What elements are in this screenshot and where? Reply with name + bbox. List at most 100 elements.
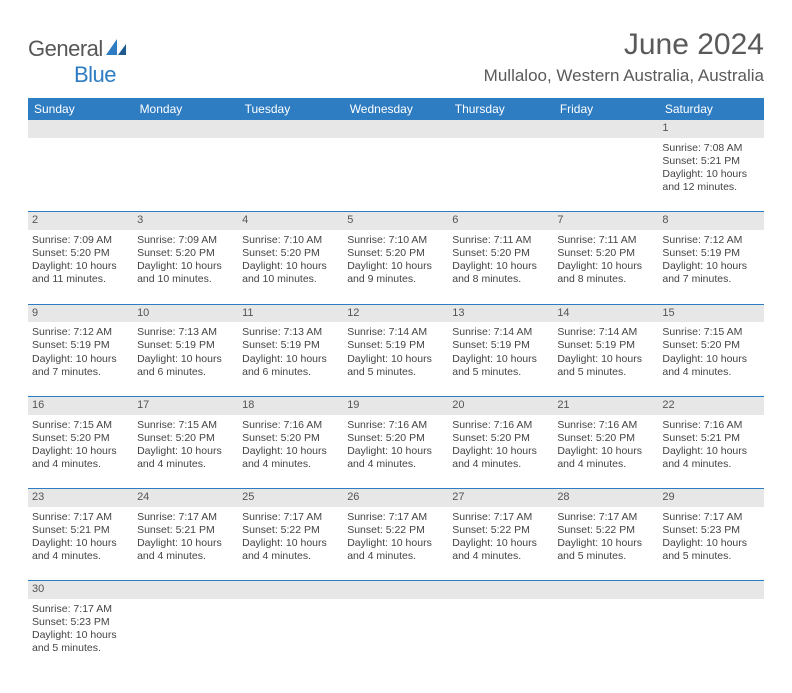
day-cell bbox=[28, 138, 133, 212]
day-content: Sunrise: 7:13 AMSunset: 5:19 PMDaylight:… bbox=[137, 324, 234, 379]
daynum-cell bbox=[28, 120, 133, 138]
week-row: Sunrise: 7:15 AMSunset: 5:20 PMDaylight:… bbox=[28, 415, 764, 489]
daylight-text: Daylight: 10 hours and 4 minutes. bbox=[557, 445, 654, 471]
daylight-text: Daylight: 10 hours and 4 minutes. bbox=[347, 537, 444, 563]
day-number bbox=[238, 120, 343, 138]
daynum-cell: 14 bbox=[553, 304, 658, 322]
sunrise-text: Sunrise: 7:16 AM bbox=[452, 419, 549, 432]
day-number: 5 bbox=[343, 212, 448, 230]
weekday-header: Friday bbox=[553, 98, 658, 120]
sunset-text: Sunset: 5:22 PM bbox=[347, 524, 444, 537]
daynum-cell: 7 bbox=[553, 212, 658, 230]
day-number: 24 bbox=[133, 489, 238, 507]
day-cell: Sunrise: 7:12 AMSunset: 5:19 PMDaylight:… bbox=[658, 230, 763, 304]
sunrise-text: Sunrise: 7:08 AM bbox=[662, 142, 759, 155]
daylight-text: Daylight: 10 hours and 9 minutes. bbox=[347, 260, 444, 286]
sunrise-text: Sunrise: 7:10 AM bbox=[347, 234, 444, 247]
sunset-text: Sunset: 5:20 PM bbox=[137, 247, 234, 260]
day-cell: Sunrise: 7:14 AMSunset: 5:19 PMDaylight:… bbox=[343, 322, 448, 396]
daynum-cell: 30 bbox=[28, 581, 133, 599]
day-content: Sunrise: 7:10 AMSunset: 5:20 PMDaylight:… bbox=[242, 232, 339, 287]
daynum-cell: 6 bbox=[448, 212, 553, 230]
daylight-text: Daylight: 10 hours and 5 minutes. bbox=[347, 353, 444, 379]
daylight-text: Daylight: 10 hours and 4 minutes. bbox=[452, 445, 549, 471]
daynum-cell: 10 bbox=[133, 304, 238, 322]
daylight-text: Daylight: 10 hours and 4 minutes. bbox=[242, 445, 339, 471]
day-cell: Sunrise: 7:13 AMSunset: 5:19 PMDaylight:… bbox=[133, 322, 238, 396]
daynum-cell bbox=[343, 120, 448, 138]
daynum-cell bbox=[133, 120, 238, 138]
day-cell: Sunrise: 7:10 AMSunset: 5:20 PMDaylight:… bbox=[343, 230, 448, 304]
day-number: 27 bbox=[448, 489, 553, 507]
day-content: Sunrise: 7:17 AMSunset: 5:22 PMDaylight:… bbox=[242, 509, 339, 564]
daylight-text: Daylight: 10 hours and 7 minutes. bbox=[32, 353, 129, 379]
daynum-cell: 15 bbox=[658, 304, 763, 322]
daynum-cell: 13 bbox=[448, 304, 553, 322]
day-content: Sunrise: 7:16 AMSunset: 5:20 PMDaylight:… bbox=[557, 417, 654, 472]
day-number: 18 bbox=[238, 397, 343, 415]
day-number: 13 bbox=[448, 305, 553, 323]
sunrise-text: Sunrise: 7:16 AM bbox=[347, 419, 444, 432]
daynum-cell: 16 bbox=[28, 396, 133, 414]
daylight-text: Daylight: 10 hours and 10 minutes. bbox=[137, 260, 234, 286]
day-content: Sunrise: 7:08 AMSunset: 5:21 PMDaylight:… bbox=[662, 140, 759, 195]
day-number: 26 bbox=[343, 489, 448, 507]
daynum-cell: 8 bbox=[658, 212, 763, 230]
day-number: 7 bbox=[553, 212, 658, 230]
daylight-text: Daylight: 10 hours and 6 minutes. bbox=[137, 353, 234, 379]
daylight-text: Daylight: 10 hours and 4 minutes. bbox=[662, 353, 759, 379]
sunrise-text: Sunrise: 7:14 AM bbox=[452, 326, 549, 339]
day-cell: Sunrise: 7:17 AMSunset: 5:22 PMDaylight:… bbox=[448, 507, 553, 581]
daynum-cell bbox=[658, 581, 763, 599]
sunset-text: Sunset: 5:19 PM bbox=[452, 339, 549, 352]
day-number: 21 bbox=[553, 397, 658, 415]
daynum-row: 16171819202122 bbox=[28, 396, 764, 414]
location: Mullaloo, Western Australia, Australia bbox=[484, 66, 764, 86]
header: GeneralBlue June 2024 Mullaloo, Western … bbox=[28, 28, 764, 88]
daynum-cell: 5 bbox=[343, 212, 448, 230]
day-cell bbox=[658, 599, 763, 673]
day-number bbox=[343, 581, 448, 599]
daynum-cell: 28 bbox=[553, 489, 658, 507]
day-number: 1 bbox=[658, 120, 763, 138]
sunrise-text: Sunrise: 7:15 AM bbox=[32, 419, 129, 432]
day-number bbox=[553, 120, 658, 138]
day-number bbox=[448, 581, 553, 599]
sunrise-text: Sunrise: 7:09 AM bbox=[137, 234, 234, 247]
day-number bbox=[658, 581, 763, 599]
daynum-cell: 21 bbox=[553, 396, 658, 414]
day-content: Sunrise: 7:09 AMSunset: 5:20 PMDaylight:… bbox=[137, 232, 234, 287]
daynum-cell: 3 bbox=[133, 212, 238, 230]
sunrise-text: Sunrise: 7:12 AM bbox=[662, 234, 759, 247]
day-content: Sunrise: 7:15 AMSunset: 5:20 PMDaylight:… bbox=[662, 324, 759, 379]
day-content: Sunrise: 7:16 AMSunset: 5:20 PMDaylight:… bbox=[242, 417, 339, 472]
daynum-cell bbox=[133, 581, 238, 599]
day-cell: Sunrise: 7:15 AMSunset: 5:20 PMDaylight:… bbox=[28, 415, 133, 489]
daynum-cell: 27 bbox=[448, 489, 553, 507]
day-cell: Sunrise: 7:11 AMSunset: 5:20 PMDaylight:… bbox=[553, 230, 658, 304]
daylight-text: Daylight: 10 hours and 8 minutes. bbox=[557, 260, 654, 286]
day-number: 10 bbox=[133, 305, 238, 323]
sunset-text: Sunset: 5:19 PM bbox=[137, 339, 234, 352]
weekday-header: Thursday bbox=[448, 98, 553, 120]
sunset-text: Sunset: 5:20 PM bbox=[242, 432, 339, 445]
daynum-row: 1 bbox=[28, 120, 764, 138]
day-number: 25 bbox=[238, 489, 343, 507]
day-number: 30 bbox=[28, 581, 133, 599]
sunrise-text: Sunrise: 7:16 AM bbox=[242, 419, 339, 432]
daylight-text: Daylight: 10 hours and 4 minutes. bbox=[137, 537, 234, 563]
day-cell: Sunrise: 7:15 AMSunset: 5:20 PMDaylight:… bbox=[658, 322, 763, 396]
day-content: Sunrise: 7:14 AMSunset: 5:19 PMDaylight:… bbox=[347, 324, 444, 379]
day-content: Sunrise: 7:11 AMSunset: 5:20 PMDaylight:… bbox=[452, 232, 549, 287]
day-content: Sunrise: 7:12 AMSunset: 5:19 PMDaylight:… bbox=[662, 232, 759, 287]
week-row: Sunrise: 7:17 AMSunset: 5:21 PMDaylight:… bbox=[28, 507, 764, 581]
sunrise-text: Sunrise: 7:16 AM bbox=[557, 419, 654, 432]
day-number: 23 bbox=[28, 489, 133, 507]
sunrise-text: Sunrise: 7:17 AM bbox=[452, 511, 549, 524]
sunset-text: Sunset: 5:20 PM bbox=[347, 247, 444, 260]
day-number: 15 bbox=[658, 305, 763, 323]
day-cell: Sunrise: 7:11 AMSunset: 5:20 PMDaylight:… bbox=[448, 230, 553, 304]
sunrise-text: Sunrise: 7:14 AM bbox=[557, 326, 654, 339]
daylight-text: Daylight: 10 hours and 5 minutes. bbox=[557, 537, 654, 563]
day-cell: Sunrise: 7:13 AMSunset: 5:19 PMDaylight:… bbox=[238, 322, 343, 396]
